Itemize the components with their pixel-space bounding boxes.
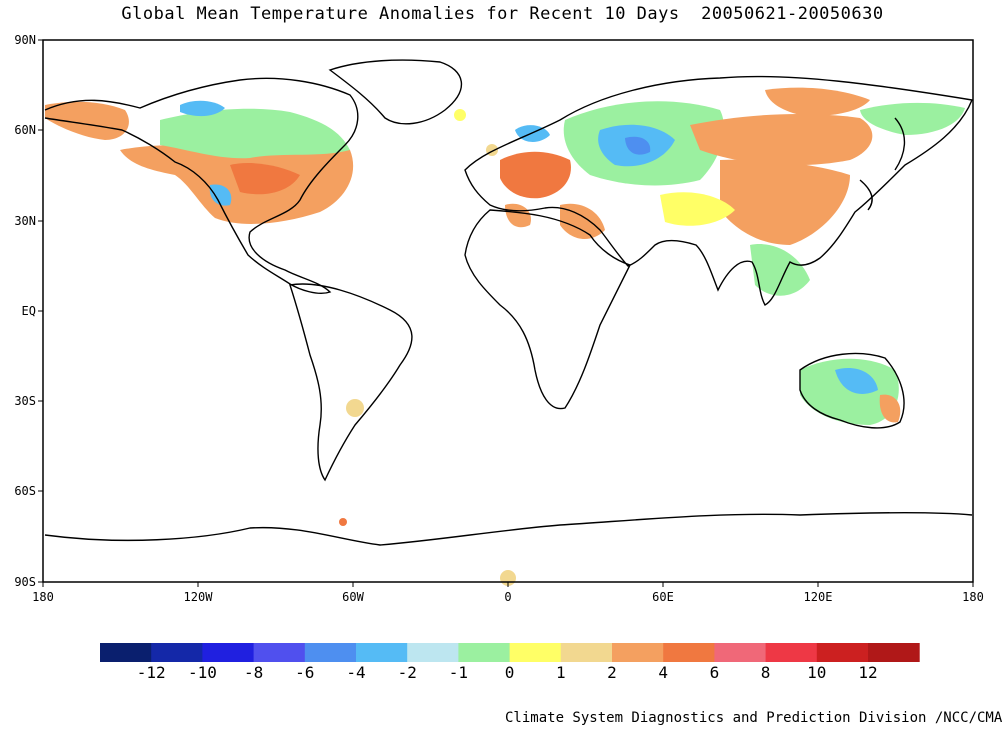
credit-line: Climate System Diagnostics and Predictio…	[505, 710, 1003, 726]
legend-swatch	[612, 643, 664, 662]
longitude-axis	[42, 582, 974, 587]
lat-label: 60N	[14, 123, 36, 137]
lon-label: 180	[962, 590, 984, 604]
lat-label: 30N	[14, 214, 36, 228]
legend-swatch	[458, 643, 511, 662]
legend-swatch	[868, 643, 920, 662]
legend-swatch	[509, 643, 562, 662]
lon-label: 0	[504, 590, 511, 604]
legend-label: 10	[807, 663, 826, 682]
legend-swatch	[816, 643, 869, 662]
legend-swatch	[100, 643, 152, 662]
legend-label: -2	[398, 663, 417, 682]
lon-label: 180	[32, 590, 54, 604]
coastlines	[44, 59, 973, 546]
legend-label: 0	[505, 663, 515, 682]
legend-label: -12	[137, 663, 166, 682]
legend-label: -4	[346, 663, 365, 682]
chart-title: Global Mean Temperature Anomalies for Re…	[121, 4, 884, 24]
legend-label: 1	[556, 663, 566, 682]
legend-label: 8	[761, 663, 771, 682]
lat-label: 90S	[14, 575, 36, 589]
legend-swatch	[202, 643, 255, 662]
legend-label: 4	[658, 663, 668, 682]
legend-swatch	[560, 643, 613, 662]
lat-label: 30S	[14, 394, 36, 408]
anomaly-fields	[45, 87, 965, 586]
legend-swatch	[151, 643, 203, 662]
legend-label: 2	[607, 663, 617, 682]
legend-swatch	[714, 643, 767, 662]
lon-label: 60W	[342, 590, 364, 604]
lon-label: 120E	[804, 590, 833, 604]
legend-swatch	[304, 643, 357, 662]
lat-label: 90N	[14, 33, 36, 47]
legend-label: -1	[449, 663, 468, 682]
lat-label: 60S	[14, 484, 36, 498]
legend-swatch	[407, 643, 459, 662]
legend-swatch	[765, 643, 818, 662]
legend-label: -10	[188, 663, 217, 682]
lat-label: EQ	[22, 304, 36, 318]
lon-label: 120W	[184, 590, 214, 604]
legend-swatch	[663, 643, 715, 662]
legend-label: -6	[295, 663, 314, 682]
legend-swatch	[356, 643, 408, 662]
legend-colorbar	[100, 643, 920, 662]
legend-label: 12	[858, 663, 877, 682]
legend-labels: -12 -10 -8 -6 -4 -2 -1 0 1 2 4 6 8 10 12	[137, 663, 878, 682]
legend-label: 6	[710, 663, 720, 682]
latitude-axis	[38, 39, 43, 583]
lon-label: 60E	[652, 590, 674, 604]
legend-swatch	[253, 643, 306, 662]
legend-label: -8	[244, 663, 263, 682]
